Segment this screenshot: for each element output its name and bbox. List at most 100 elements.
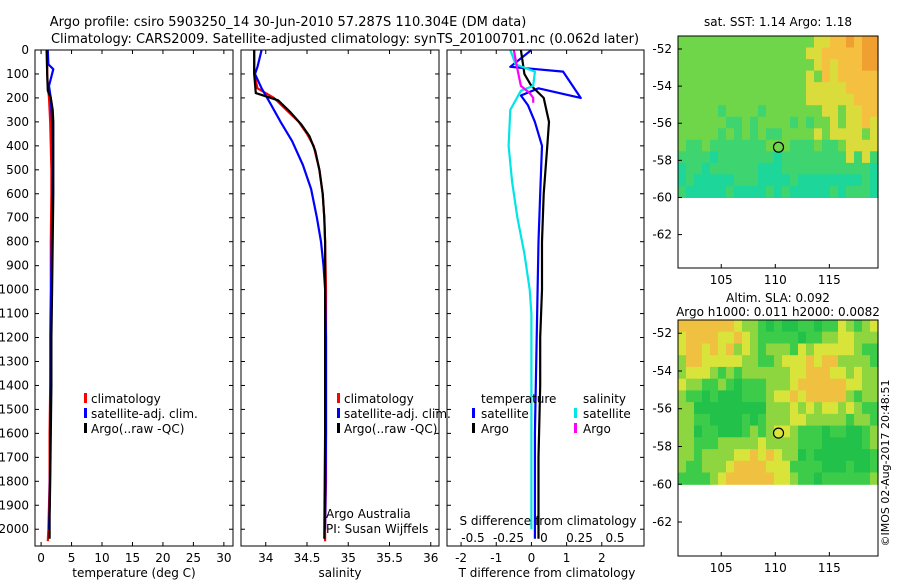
map-cell <box>734 47 743 60</box>
map-cell <box>846 355 855 368</box>
y-tick-label: 200 <box>6 91 29 105</box>
map-cell <box>870 36 879 49</box>
map-cell <box>694 93 703 106</box>
difference-legend-temperature: temperature satellite Argo <box>472 392 556 436</box>
map-cell <box>758 174 767 187</box>
map-cell <box>686 449 695 462</box>
map-cell <box>766 320 775 333</box>
map-y-tick-label: -54 <box>652 79 672 93</box>
map-cell <box>750 402 759 415</box>
map-cell <box>678 460 687 474</box>
map-cell <box>774 402 783 415</box>
map-cell <box>686 425 695 438</box>
map-cell <box>838 437 847 450</box>
map-cell <box>806 413 815 427</box>
map-cell <box>718 116 727 129</box>
map-cell <box>838 82 847 95</box>
map-cell <box>726 378 735 391</box>
map-cell <box>838 449 847 462</box>
map-cell <box>686 70 695 83</box>
map-cell <box>822 70 831 83</box>
map-cell <box>782 402 791 415</box>
map-cell <box>774 331 783 344</box>
map-cell <box>678 59 687 72</box>
map-cell <box>750 343 759 356</box>
map-cell <box>694 449 703 462</box>
map-cell <box>718 320 727 333</box>
map-cell <box>726 139 735 152</box>
map-cell <box>742 116 751 129</box>
map-cell <box>710 460 719 474</box>
map-cell <box>822 378 831 391</box>
map-cell <box>694 70 703 83</box>
map-cell <box>854 82 863 95</box>
map-cell <box>774 59 783 72</box>
map-cell <box>726 185 735 198</box>
map-cell <box>750 366 759 380</box>
map-cell <box>798 355 807 368</box>
difference-xlabel-top: S difference from climatology <box>460 514 637 528</box>
map-cell <box>678 320 687 333</box>
map-cell <box>838 413 847 427</box>
map-cell <box>830 47 839 60</box>
map-cell <box>702 331 711 344</box>
map-cell <box>750 105 759 118</box>
map-cell <box>694 331 703 344</box>
map-cell <box>742 151 751 164</box>
series-line-s-satellite <box>507 49 537 530</box>
y-tick-label: 2000 <box>0 522 29 536</box>
map-cell <box>838 151 847 164</box>
map-cell <box>718 460 727 474</box>
map-cell <box>870 378 879 391</box>
map-cell <box>846 36 855 49</box>
map-cell <box>750 437 759 450</box>
map-cell <box>782 185 791 198</box>
map-cell <box>830 472 839 485</box>
map-cell <box>710 449 719 462</box>
map-cell <box>798 366 807 380</box>
map-cell <box>798 151 807 164</box>
map-cell <box>798 449 807 462</box>
y-tick-label: 600 <box>6 187 29 201</box>
map-cell <box>838 378 847 391</box>
map-cell <box>798 36 807 49</box>
y-tick-label: 1400 <box>0 378 29 392</box>
map-cell <box>758 70 767 83</box>
map-cell <box>838 331 847 344</box>
y-tick-label: 1100 <box>0 307 29 321</box>
map-cell <box>870 162 879 175</box>
map-cell <box>734 331 743 344</box>
legend-label: satellite-adj. clim. <box>344 407 451 421</box>
map-cell <box>814 402 823 415</box>
map-cell <box>862 390 871 403</box>
map-cell <box>790 128 799 141</box>
legend-heading: temperature <box>481 392 556 406</box>
map-cell <box>718 59 727 72</box>
map-cell <box>782 59 791 72</box>
map-cell <box>710 36 719 49</box>
map-cell <box>814 93 823 106</box>
map-cell <box>750 70 759 83</box>
map-cell <box>854 162 863 175</box>
map-cell <box>798 331 807 344</box>
map-cell <box>766 185 775 198</box>
map-cell <box>742 355 751 368</box>
map-cell <box>718 366 727 380</box>
map-cell <box>782 93 791 106</box>
map-cell <box>718 472 727 485</box>
map-cell <box>710 355 719 368</box>
map-cell <box>854 139 863 152</box>
map-cell <box>766 437 775 450</box>
map-cell <box>750 425 759 438</box>
map-cell <box>870 331 879 344</box>
map-cell <box>814 355 823 368</box>
difference-plot-frame <box>446 49 645 547</box>
map-cell <box>734 151 743 164</box>
map-cell <box>798 378 807 391</box>
x-tick-label: -2 <box>455 551 467 565</box>
map-cell <box>702 320 711 333</box>
map-cell <box>854 413 863 427</box>
map-cell <box>702 36 711 49</box>
x-tick-label: 15 <box>125 551 140 565</box>
map-cell <box>710 366 719 380</box>
